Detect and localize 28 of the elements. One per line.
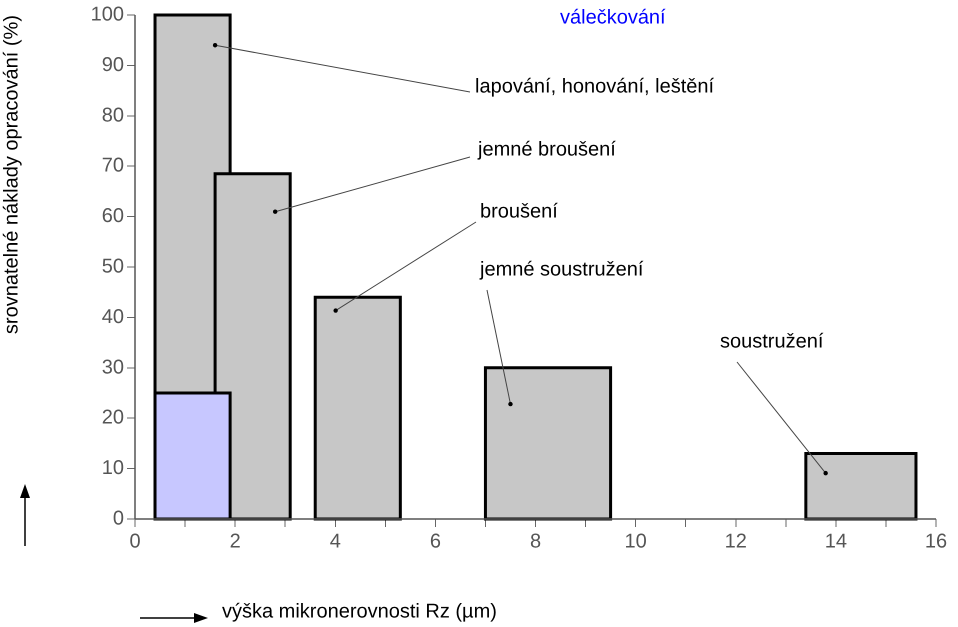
- y-tick-label: 50: [102, 256, 124, 278]
- y-tick-label: 10: [102, 457, 124, 480]
- y-axis-title: srovnatelné náklady opracování (%): [0, 15, 23, 334]
- annotation: jemné soustružení: [479, 258, 644, 281]
- x-tick-label: 8: [530, 530, 542, 553]
- x-tick-label: 0: [129, 530, 141, 553]
- x-tick-label: 2: [230, 530, 241, 553]
- y-tick-label: 90: [102, 54, 124, 76]
- y-tick-label: 0: [112, 508, 124, 530]
- y-tick-label: 30: [102, 356, 124, 378]
- x-tick-label: 16: [924, 530, 948, 553]
- x-tick-label: 12: [724, 530, 747, 553]
- y-tick-label: 60: [102, 205, 124, 228]
- y-tick-label: 70: [102, 154, 124, 177]
- y-tick-label: 20: [102, 406, 124, 429]
- text: válečkování: [560, 6, 666, 29]
- y-tick-label: 40: [102, 306, 124, 328]
- annotation: soustružení: [720, 330, 824, 353]
- x-tick-label: 10: [624, 530, 647, 553]
- annotation: broušení: [480, 200, 558, 223]
- y-tick-label: 80: [102, 104, 124, 126]
- x-axis-title: výška mikronerovnosti Rz (µm): [222, 600, 497, 623]
- x-tick-label: 4: [330, 530, 341, 553]
- annotation: lapování, honování, leštění: [475, 76, 715, 98]
- annotation: jemné broušení: [477, 138, 616, 161]
- x-tick-label: 14: [824, 530, 847, 553]
- y-tick-label: 100: [90, 4, 124, 26]
- x-tick-label: 6: [430, 530, 441, 553]
